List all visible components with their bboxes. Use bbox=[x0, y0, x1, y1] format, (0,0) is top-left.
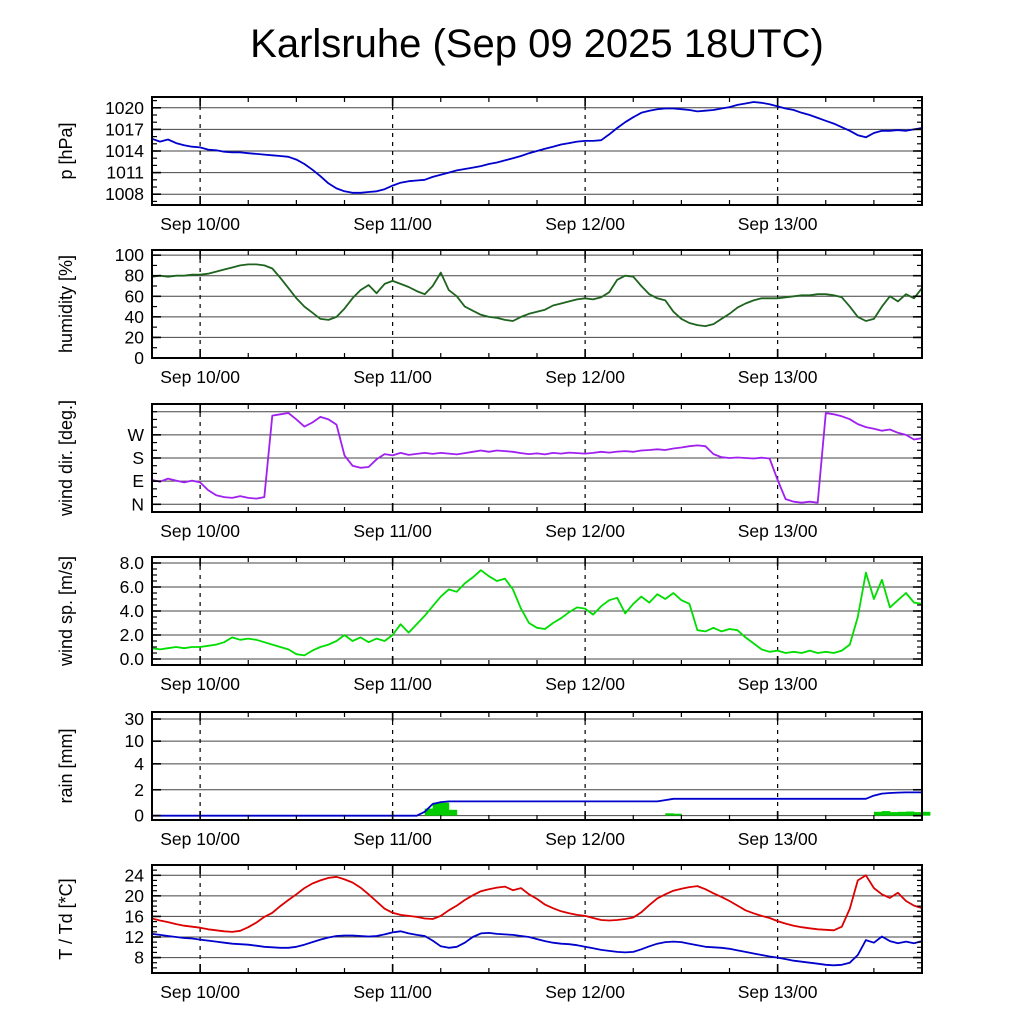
x-tick-label: Sep 13/00 bbox=[738, 521, 818, 541]
y-tick-label: 8.0 bbox=[120, 553, 145, 573]
y-tick-label: 1020 bbox=[105, 98, 144, 118]
y-tick-label: 2.0 bbox=[120, 625, 145, 645]
y-tick-label: 10 bbox=[125, 731, 145, 751]
x-tick-label: Sep 11/00 bbox=[353, 674, 432, 694]
y-tick-label: 4.0 bbox=[120, 601, 145, 621]
y-tick-label: 40 bbox=[125, 307, 145, 327]
x-tick-label: Sep 12/00 bbox=[545, 521, 625, 541]
y-tick-label: S bbox=[132, 448, 144, 468]
x-tick-label: Sep 13/00 bbox=[738, 214, 818, 234]
wind-direction-series bbox=[151, 412, 923, 504]
pressure-axis-label: p [hPa] bbox=[56, 122, 76, 179]
x-tick-label: Sep 11/00 bbox=[353, 982, 432, 1002]
wind-direction-axis-label: wind dir. [deg.] bbox=[56, 400, 76, 517]
y-tick-label: 100 bbox=[115, 245, 144, 265]
x-tick-label: Sep 13/00 bbox=[738, 829, 818, 849]
y-tick-label: 80 bbox=[125, 266, 145, 286]
humidity-series bbox=[151, 263, 923, 328]
y-tick-label: 24 bbox=[125, 865, 145, 885]
x-tick-label: Sep 11/00 bbox=[353, 829, 432, 849]
temperature-axis-label: T / Td [*C] bbox=[56, 878, 76, 959]
x-tick-label: Sep 12/00 bbox=[545, 829, 625, 849]
y-tick-label: 1011 bbox=[106, 163, 144, 183]
wind-speed-axis-label: wind sp. [m/s] bbox=[56, 556, 76, 667]
x-tick-label: Sep 11/00 bbox=[353, 214, 432, 234]
y-tick-label: 8 bbox=[134, 948, 144, 968]
y-tick-label: 0 bbox=[134, 348, 144, 368]
x-tick-label: Sep 12/00 bbox=[545, 367, 625, 387]
x-tick-label: Sep 10/00 bbox=[160, 521, 240, 541]
x-tick-label: Sep 13/00 bbox=[738, 982, 818, 1002]
x-tick-label: Sep 12/00 bbox=[545, 982, 625, 1002]
pressure-series bbox=[151, 101, 923, 194]
temperature-series bbox=[151, 874, 923, 933]
x-tick-label: Sep 10/00 bbox=[160, 982, 240, 1002]
y-tick-label: W bbox=[127, 425, 144, 445]
y-tick-label: 20 bbox=[125, 327, 145, 347]
y-tick-label: 2 bbox=[134, 780, 144, 800]
y-tick-label: 4 bbox=[134, 754, 144, 774]
y-tick-label: 1014 bbox=[105, 141, 144, 161]
x-tick-label: Sep 11/00 bbox=[353, 367, 432, 387]
y-tick-label: 6.0 bbox=[120, 577, 145, 597]
y-tick-label: 12 bbox=[125, 927, 144, 947]
x-tick-label: Sep 10/00 bbox=[160, 829, 240, 849]
y-tick-label: N bbox=[131, 494, 144, 514]
y-tick-label: 30 bbox=[125, 709, 145, 729]
wind-speed-series bbox=[151, 569, 923, 657]
x-tick-label: Sep 12/00 bbox=[545, 674, 625, 694]
x-tick-label: Sep 12/00 bbox=[545, 214, 625, 234]
y-tick-label: 0.0 bbox=[120, 649, 145, 669]
x-tick-label: Sep 10/00 bbox=[160, 214, 240, 234]
x-tick-label: Sep 10/00 bbox=[160, 674, 240, 694]
y-tick-label: 1008 bbox=[105, 184, 144, 204]
y-tick-label: 0 bbox=[134, 806, 144, 826]
page-title: Karlsruhe (Sep 09 2025 18UTC) bbox=[250, 22, 824, 66]
rain-rate-bars bbox=[424, 802, 931, 816]
x-tick-label: Sep 13/00 bbox=[738, 674, 818, 694]
y-tick-label: 60 bbox=[125, 286, 145, 306]
y-tick-label: 20 bbox=[125, 886, 145, 906]
rain-accumulated-series bbox=[151, 791, 923, 817]
x-tick-label: Sep 13/00 bbox=[738, 367, 818, 387]
y-tick-label: E bbox=[132, 471, 144, 491]
rain-axis-label: rain [mm] bbox=[56, 728, 76, 803]
y-tick-label: 16 bbox=[125, 906, 144, 926]
dewpoint-series bbox=[151, 930, 923, 967]
x-tick-label: Sep 11/00 bbox=[353, 521, 432, 541]
y-tick-label: 1017 bbox=[105, 119, 144, 139]
humidity-axis-label: humidity [%] bbox=[56, 255, 76, 353]
x-tick-label: Sep 10/00 bbox=[160, 367, 240, 387]
panel-wind-speed: 0.0 2.0 4.0 6.0 8.0 Sep 10/00 Sep 11/00 Sep 12/… bbox=[56, 553, 923, 694]
